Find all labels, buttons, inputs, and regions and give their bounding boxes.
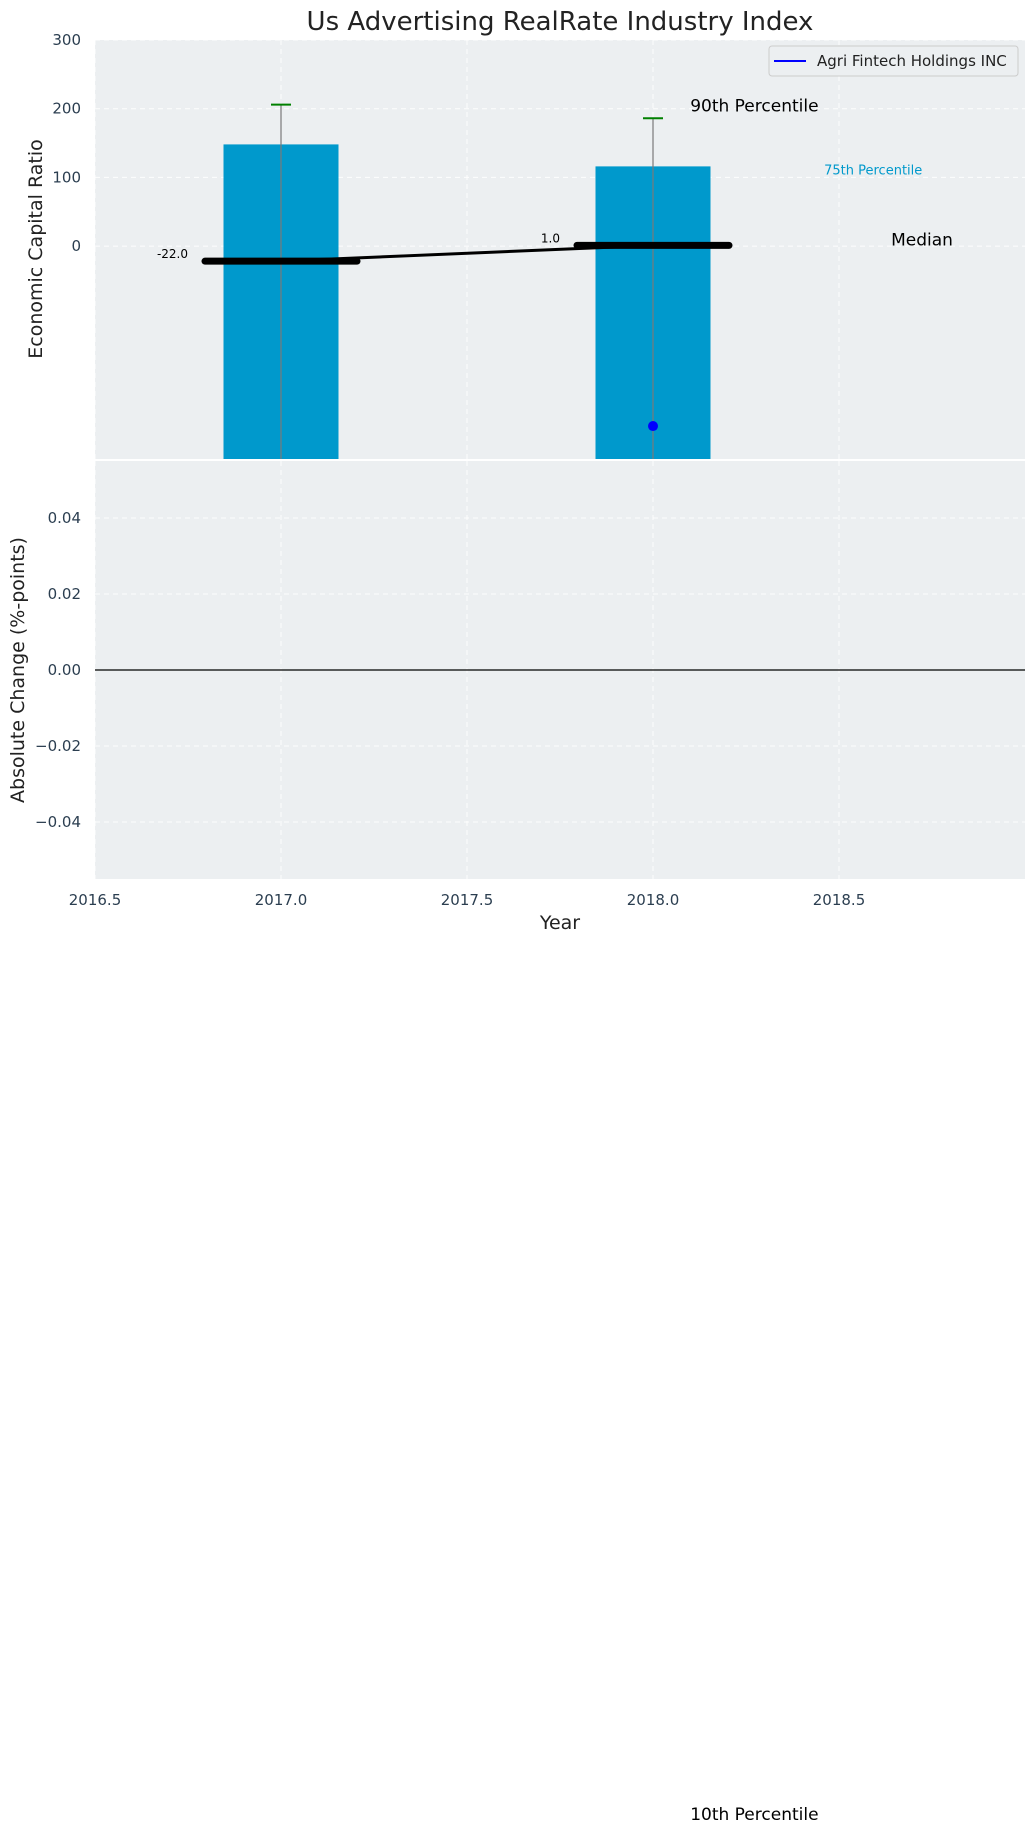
top-y-tick-label-3: 300	[52, 31, 81, 49]
top-y-axis-title: Economic Capital Ratio	[25, 139, 47, 358]
bottom-panel: −0.04 −0.02 0.00 0.02 0.04 2016.5 2017.0 2017.…	[7, 461, 1025, 934]
bottom-y-tick-label-3: 0.02	[48, 585, 81, 603]
median-label-1: 1.0	[541, 231, 560, 245]
annotation-75th-percentile: 75th Percentile	[824, 164, 922, 179]
x-tick-label-2: 2017.5	[441, 891, 494, 909]
bottom-y-tick-label-1: −0.02	[35, 737, 81, 755]
bottom-y-axis-title: Absolute Change (%-points)	[7, 537, 29, 803]
x-tick-label-0: 2016.5	[69, 891, 122, 909]
bottom-y-tick-label-2: 0.00	[48, 661, 81, 679]
top-y-tick-label-2: 200	[52, 100, 81, 118]
median-label-0: -22.0	[157, 247, 188, 261]
top-panel: -22.0 1.0 0 100 200 300 90th Percentile 75th …	[25, 31, 1025, 459]
top-y-tick-label-1: 100	[52, 168, 81, 186]
bottom-y-tick-label-4: 0.04	[48, 509, 81, 527]
annotation-10th-percentile: 10th Percentile	[690, 1805, 818, 1825]
legend-label: Agri Fintech Holdings INC	[817, 52, 1007, 70]
chart-title: Us Advertising RealRate Industry Index	[307, 7, 814, 37]
x-tick-label-1: 2017.0	[255, 891, 308, 909]
x-axis-title: Year	[539, 912, 580, 934]
x-tick-label-3: 2018.0	[627, 891, 680, 909]
top-y-tick-label-0: 0	[71, 237, 81, 255]
annotation-median: Median	[891, 230, 953, 250]
company-point-0	[648, 421, 658, 432]
legend-box	[768, 45, 1019, 77]
annotation-90th-percentile: 90th Percentile	[690, 96, 818, 116]
legend: Agri Fintech Holdings INC	[768, 45, 1019, 77]
bottom-y-tick-label-0: −0.04	[35, 813, 81, 831]
x-tick-label-4: 2018.5	[813, 891, 866, 909]
